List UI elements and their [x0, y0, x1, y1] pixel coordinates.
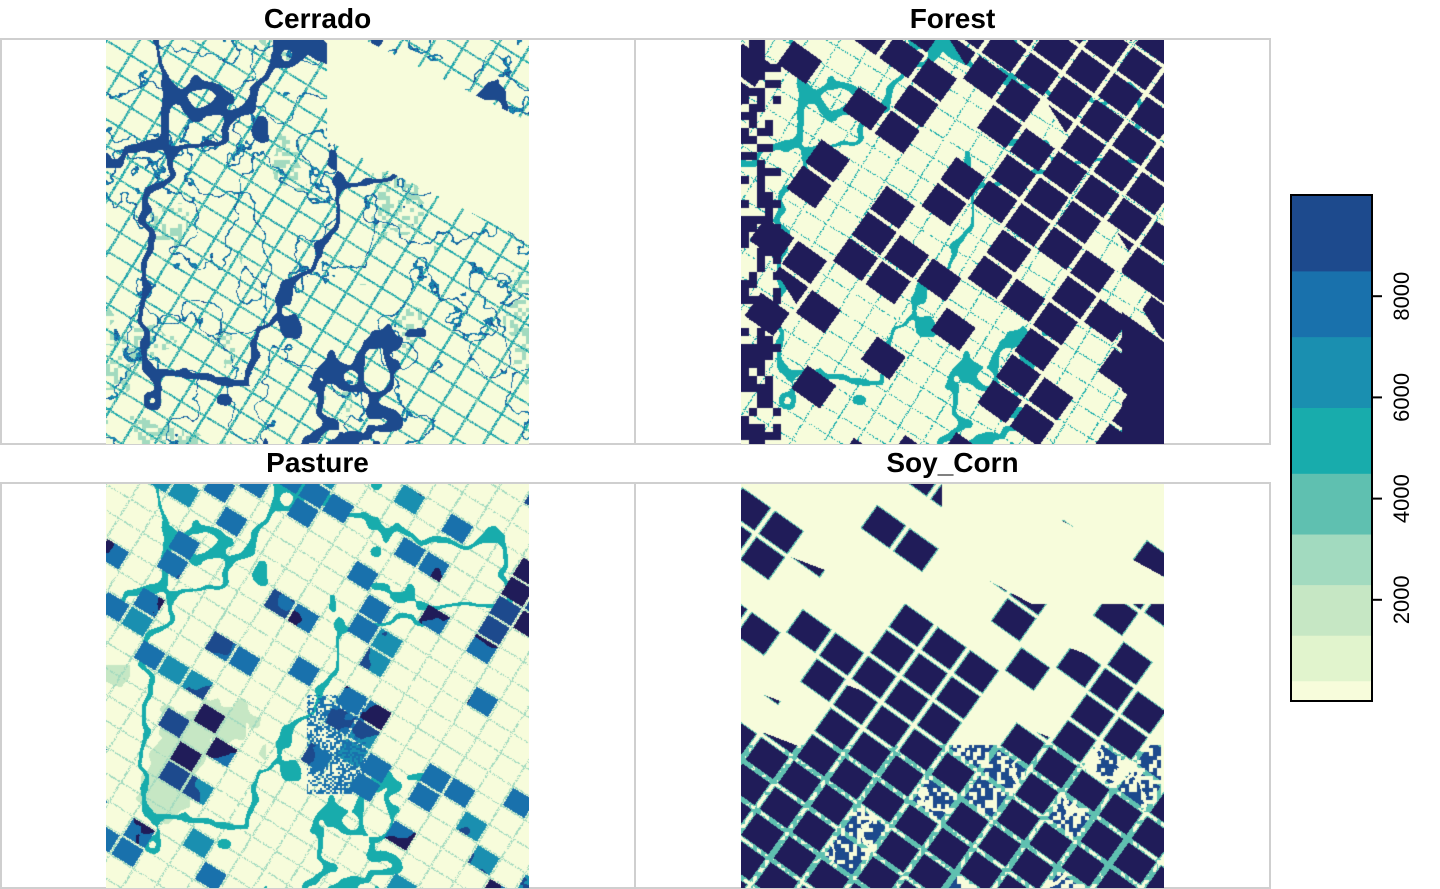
panel-title-cerrado: Cerrado	[263, 3, 372, 34]
raster-map-cerrado	[106, 40, 529, 444]
legend-swatch	[1291, 680, 1372, 702]
legend-swatches	[1291, 195, 1372, 702]
legend-swatch	[1291, 534, 1372, 586]
legend-tick-label: 2000	[1389, 575, 1414, 624]
panel-title-pasture: Pasture	[266, 447, 369, 478]
legend-colorbar: 2000 4000 6000 8000	[1290, 194, 1414, 702]
raster-map-forest	[741, 40, 1164, 444]
legend-swatch	[1291, 270, 1372, 338]
raster-map-pasture	[106, 484, 529, 888]
raster-map-soy-corn	[741, 484, 1164, 888]
legend-tick-label: 6000	[1389, 373, 1414, 422]
panel-title-forest: Forest	[909, 3, 996, 34]
legend-swatch	[1291, 407, 1372, 474]
legend-tick-label: 8000	[1389, 272, 1414, 321]
legend-swatch	[1291, 584, 1372, 636]
legend-swatch	[1291, 336, 1372, 409]
legend-border	[1290, 194, 1373, 702]
legend-tick-label: 4000	[1389, 474, 1414, 523]
legend-ticks: 2000 4000 6000 8000	[1372, 272, 1414, 624]
legend-swatch	[1291, 195, 1372, 272]
legend-swatch	[1291, 473, 1372, 535]
legend-swatch	[1291, 635, 1372, 682]
panel-title-soy-corn: Soy_Corn	[886, 447, 1019, 478]
